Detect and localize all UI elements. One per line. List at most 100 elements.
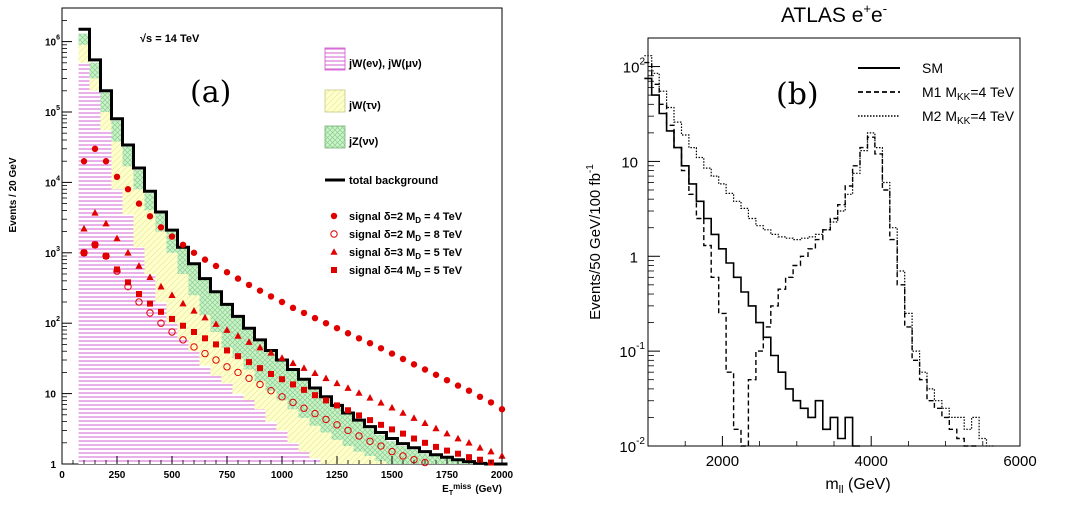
point-s4-17	[267, 293, 275, 300]
point-s5-23	[333, 421, 341, 429]
point-s7-21	[312, 392, 318, 399]
point-s5-16	[256, 380, 264, 389]
point-s6-3	[113, 234, 121, 242]
point-s5-29	[399, 452, 407, 460]
point-s5-27	[377, 442, 385, 450]
x-tick-label-a-7: 1750	[436, 470, 459, 481]
point-s6-17	[267, 348, 275, 356]
chart-a-axes: 0 250 500 750 1000 1250 1500 1750 2000 1 10 102 103 1…	[45, 7, 514, 481]
legend-marker-4	[330, 212, 338, 220]
point-s4-23	[333, 324, 341, 332]
y-tick-label-a-6: 106	[45, 35, 60, 49]
point-s5-28	[388, 447, 396, 456]
series-line-b-2	[644, 55, 994, 447]
point-s4-13	[223, 269, 231, 276]
point-s6-1	[91, 208, 99, 216]
point-s6-2	[102, 219, 110, 227]
point-s7-24	[345, 407, 351, 414]
chart-b-title-mid: e	[871, 4, 883, 27]
point-s4-28	[388, 350, 396, 357]
point-s6-16	[256, 343, 264, 351]
chart-b-title: ATLAS e+e-	[781, 1, 887, 27]
point-s7-23	[334, 402, 340, 409]
point-s4-12	[212, 262, 220, 270]
y-tick-label-b-3: 10	[621, 154, 638, 171]
point-s7-16	[257, 365, 263, 372]
point-s6-4	[124, 248, 132, 256]
x-tick-label-a-3: 750	[219, 470, 236, 481]
chart-b-ylabel-main: Events/50 GeV/100 fb	[587, 173, 604, 320]
point-s6-30	[410, 414, 418, 421]
point-s6-9	[179, 299, 187, 307]
point-s4-20	[300, 309, 308, 317]
point-s4-15	[245, 281, 253, 289]
point-s5-31	[421, 458, 429, 467]
chart-b-title-sup-1: +	[863, 1, 871, 16]
point-s7-34	[455, 450, 461, 457]
point-s6-5	[135, 262, 143, 269]
series-fill-0	[78, 62, 508, 465]
chart-b-title-sup-2: -	[883, 1, 887, 16]
point-s7-28	[389, 426, 395, 433]
point-s6-27	[377, 399, 385, 406]
point-s5-12	[212, 356, 220, 364]
point-s4-18	[278, 298, 286, 306]
point-s7-5	[136, 290, 142, 297]
point-s4-32	[432, 371, 440, 378]
point-s7-31	[422, 439, 428, 446]
point-s5-8	[168, 328, 176, 336]
point-s4-21	[311, 314, 319, 322]
x-tick-label-a-5: 1250	[326, 470, 349, 481]
legend-marker-6	[330, 248, 338, 255]
chart-b-xlabel-main: m	[825, 476, 838, 493]
point-s5-7	[157, 319, 165, 327]
point-s7-30	[411, 435, 417, 442]
y-tick-label-b-1: 10-1	[619, 341, 645, 361]
point-s5-14	[234, 368, 242, 377]
point-s6-38	[498, 452, 506, 459]
point-s7-26	[367, 417, 373, 424]
point-s6-14	[234, 332, 242, 339]
point-s6-32	[432, 424, 440, 432]
point-s7-19	[290, 381, 296, 388]
point-s5-15	[245, 374, 253, 382]
series-line-b-0	[644, 77, 860, 447]
point-s6-15	[245, 338, 253, 345]
y-tick-label-b-4: 102	[623, 57, 646, 77]
point-s5-10	[190, 343, 198, 351]
y-tick-label-a-5: 105	[45, 105, 60, 119]
point-s7-0	[81, 249, 87, 256]
point-s6-7	[157, 282, 165, 290]
x-tick-label-b-2: 6000	[1003, 453, 1036, 470]
point-s7-12	[213, 341, 219, 348]
point-s5-22	[322, 415, 330, 424]
point-s6-8	[168, 291, 176, 298]
point-s7-10	[191, 328, 197, 335]
point-s7-3	[114, 266, 120, 273]
point-s7-17	[268, 370, 274, 377]
legend-label-6: signal δ=3 MD = 5 TeV	[349, 247, 463, 261]
point-s6-28	[388, 403, 396, 411]
point-s4-10	[190, 249, 198, 256]
point-s4-29	[399, 355, 407, 363]
point-s5-5	[135, 298, 143, 306]
legend-label-5: signal δ=2 MD = 8 TeV	[349, 229, 463, 243]
legend-label-1: jW(τν)	[348, 100, 381, 112]
point-s4-19	[289, 304, 297, 312]
legend-label-2: jZ(νν)	[348, 136, 379, 148]
point-s6-23	[333, 379, 341, 387]
chart-b-axes: 2000 4000 6000 10-2 10-1 1 10 102	[619, 37, 1037, 470]
legend-swatch-2	[324, 125, 346, 149]
point-s6-34	[454, 434, 462, 442]
chart-a-xlabel-sup: miss	[453, 482, 472, 491]
point-s6-10	[190, 306, 198, 314]
point-s6-0	[80, 224, 88, 232]
point-s4-9	[179, 241, 187, 248]
legend-swatch-1	[324, 89, 346, 113]
point-s5-18	[278, 393, 286, 401]
chart-a-fills	[78, 33, 508, 465]
chart-b-title-a: ATLAS e	[781, 4, 863, 27]
chart-a-xlabel-unit: (GeV)	[475, 484, 502, 495]
chart-a-annotation: √s = 14 TeV	[140, 33, 200, 45]
